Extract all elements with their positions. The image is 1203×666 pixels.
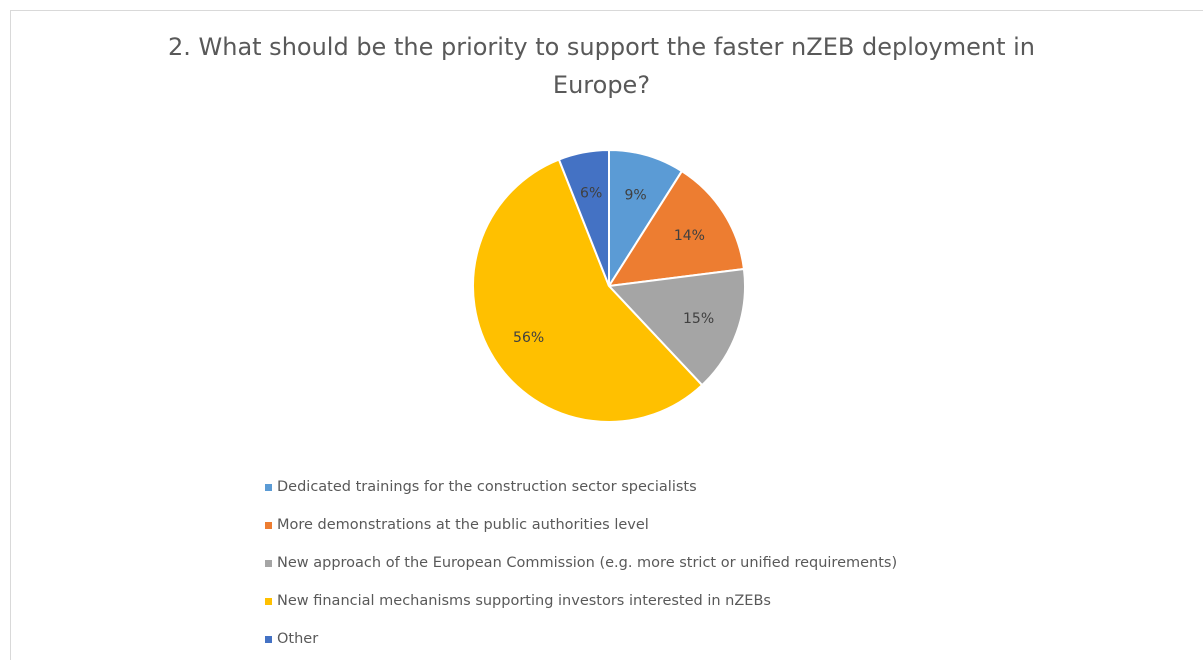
pie-slice-4 bbox=[472, 158, 704, 423]
pie-slice-5 bbox=[557, 148, 610, 287]
legend-item-3: New approach of the European Commission … bbox=[265, 552, 897, 574]
legend-item-4: New financial mechanisms supporting inve… bbox=[265, 590, 897, 612]
pie-data-label-2: 14% bbox=[674, 228, 705, 244]
chart-legend: Dedicated trainings for the construction… bbox=[265, 476, 897, 666]
chart-title-text: 2. What should be the priority to suppor… bbox=[167, 33, 1036, 99]
legend-swatch-2 bbox=[265, 521, 272, 529]
legend-swatch-1 bbox=[265, 483, 272, 491]
legend-label-5: Other bbox=[277, 631, 319, 647]
pie-data-label-1: 9% bbox=[624, 188, 646, 204]
legend-swatch-4 bbox=[265, 597, 272, 605]
pie-data-label-4: 56% bbox=[513, 330, 544, 346]
legend-item-5: Other bbox=[265, 628, 897, 650]
legend-swatch-5 bbox=[265, 635, 272, 643]
legend-label-1: Dedicated trainings for the construction… bbox=[277, 479, 697, 495]
legend-label-3: New approach of the European Commission … bbox=[277, 555, 898, 571]
pie-data-label-5: 6% bbox=[580, 185, 602, 201]
legend-swatch-3 bbox=[265, 559, 272, 567]
pie-slice-3 bbox=[606, 267, 746, 387]
chart-title: 2. What should be the priority to suppor… bbox=[0, 28, 1203, 104]
pie-slice-2 bbox=[607, 169, 746, 288]
legend-label-4: New financial mechanisms supporting inve… bbox=[277, 593, 771, 609]
legend-item-2: More demonstrations at the public author… bbox=[265, 514, 897, 536]
legend-item-1: Dedicated trainings for the construction… bbox=[265, 476, 897, 498]
pie-data-label-3: 15% bbox=[683, 311, 714, 327]
legend-label-2: More demonstrations at the public author… bbox=[277, 517, 649, 533]
